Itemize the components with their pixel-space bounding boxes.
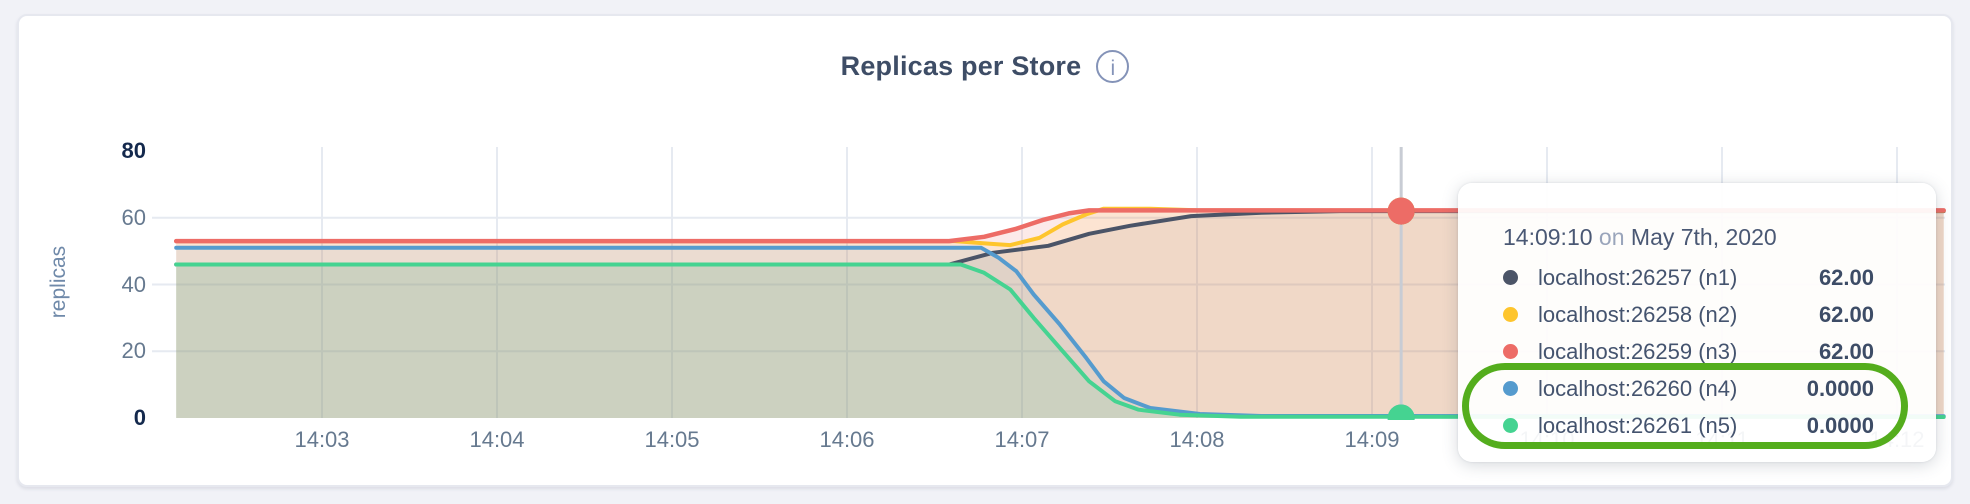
crosshair-markers xyxy=(1387,197,1415,420)
x-tick-label: 14:08 xyxy=(1169,427,1225,452)
x-tick-label: 14:07 xyxy=(994,427,1050,452)
series-value: 62.00 xyxy=(1818,301,1874,327)
series-label: localhost:26261 (n5) xyxy=(1538,412,1738,438)
series-label: localhost:26258 (n2) xyxy=(1538,301,1738,327)
x-tick-label: 14:05 xyxy=(644,427,700,452)
y-tick-label: 60 xyxy=(121,204,146,230)
tooltip-time: 14:09:10 xyxy=(1503,224,1593,250)
y-tick-label: 40 xyxy=(121,271,146,297)
series-value: 62.00 xyxy=(1818,264,1874,290)
tooltip-row: localhost:26258 (n2) 62.00 xyxy=(1503,296,1874,333)
series-lines xyxy=(173,206,1946,419)
series-label: localhost:26260 (n4) xyxy=(1538,375,1738,401)
tooltip-legend: localhost:26257 (n1) 62.00 localhost:26258… xyxy=(1503,259,1874,444)
crosshair-marker-3 xyxy=(1387,197,1415,225)
tooltip-date: May 7th, 2020 xyxy=(1630,224,1777,250)
crosshair-marker-5 xyxy=(1387,404,1415,420)
series-value: 62.00 xyxy=(1818,338,1874,364)
x-tick-label: 14:06 xyxy=(819,427,875,452)
series-line-3 xyxy=(173,208,1946,244)
info-icon[interactable]: i xyxy=(1096,50,1130,83)
series-color-dot xyxy=(1503,307,1518,322)
chart-header: Replicas per Store i xyxy=(0,50,1970,83)
tooltip-timestamp: 14:09:10 on May 7th, 2020 xyxy=(1503,222,1777,252)
y-tick-label: 80 xyxy=(121,138,146,163)
tooltip-conjunction: on xyxy=(1592,224,1631,250)
chart-title: Replicas per Store xyxy=(840,51,1082,81)
hover-tooltip: 14:09:10 on May 7th, 2020 localhost:2625… xyxy=(1458,183,1936,462)
series-area-5 xyxy=(176,264,1944,418)
x-tick-label: 14:04 xyxy=(469,427,525,452)
series-label: localhost:26257 (n1) xyxy=(1538,264,1738,290)
series-color-dot xyxy=(1503,418,1518,433)
tooltip-row: localhost:26257 (n1) 62.00 xyxy=(1503,259,1874,296)
series-area-4 xyxy=(176,247,1944,418)
series-label: localhost:26259 (n3) xyxy=(1538,338,1738,364)
x-tick-label: 14:09 xyxy=(1344,427,1400,452)
series-value: 0.0000 xyxy=(1806,412,1874,438)
y-tick-label: 0 xyxy=(133,405,146,430)
series-color-dot xyxy=(1503,381,1518,396)
series-line-5 xyxy=(174,262,1946,419)
y-tick-label: 20 xyxy=(121,338,146,364)
tooltip-row: localhost:26259 (n3) 62.00 xyxy=(1503,333,1874,370)
series-color-dot xyxy=(1503,270,1518,285)
tooltip-row: localhost:26260 (n4) 0.0000 xyxy=(1503,370,1874,407)
tooltip-row: localhost:26261 (n5) 0.0000 xyxy=(1503,407,1874,444)
series-value: 0.0000 xyxy=(1806,375,1874,401)
x-tick-label: 14:03 xyxy=(294,427,350,452)
series-color-dot xyxy=(1503,344,1518,359)
